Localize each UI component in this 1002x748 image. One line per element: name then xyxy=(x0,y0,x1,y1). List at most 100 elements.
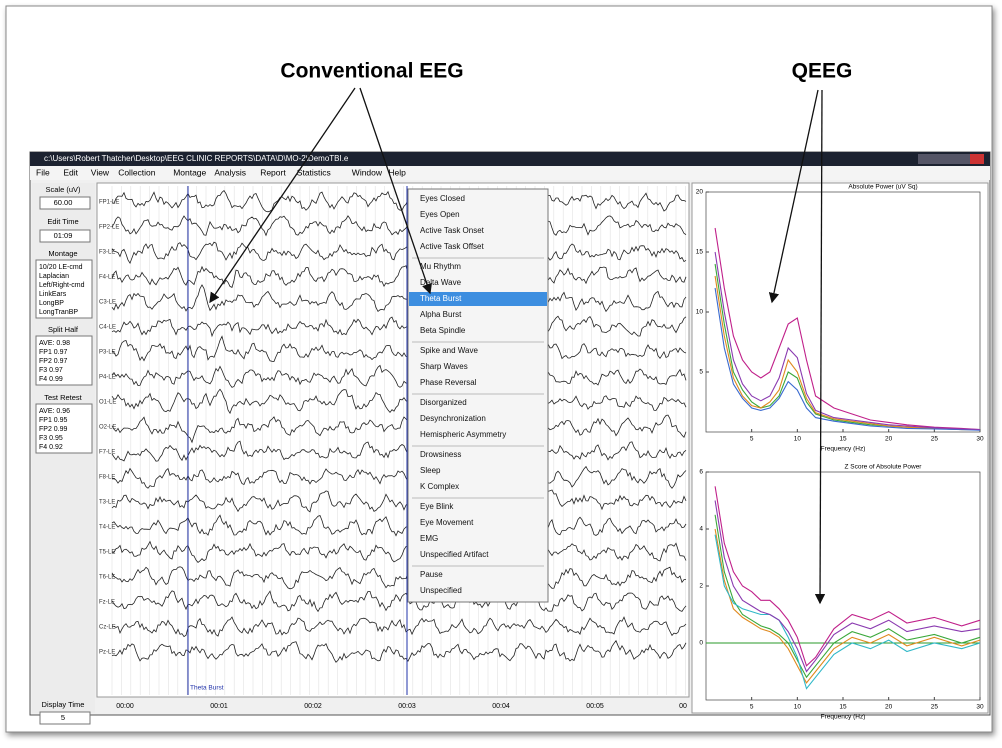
chart-title: Absolute Power (uV Sq) xyxy=(848,184,917,191)
channel-label: O2-LE xyxy=(99,425,116,431)
test-retest-list-item[interactable]: FP2 0.99 xyxy=(39,426,68,433)
panel-label: Split Half xyxy=(48,325,79,334)
eeg-panel xyxy=(97,183,689,697)
panel-label: Display Time xyxy=(42,700,85,709)
split-half-list-item[interactable]: F4 0.99 xyxy=(39,376,63,383)
y-tick-label: 20 xyxy=(696,189,704,196)
y-tick-label: 0 xyxy=(699,640,703,647)
panel-label: Montage xyxy=(48,249,77,258)
x-tick-label: 15 xyxy=(839,704,847,711)
time-label: 00:02 xyxy=(304,703,322,710)
x-tick-label: 10 xyxy=(794,436,802,443)
x-tick-label: 20 xyxy=(885,704,893,711)
annotation: QEEG xyxy=(792,60,853,83)
menu-item[interactable]: Edit xyxy=(63,167,78,177)
channel-label: T3-LE xyxy=(99,500,115,506)
split-half-list-item[interactable]: F3 0.97 xyxy=(39,367,63,374)
close-button[interactable] xyxy=(970,154,984,164)
context-menu-item[interactable]: Drowsiness xyxy=(420,450,461,459)
context-menu-item[interactable]: K Complex xyxy=(420,482,459,491)
menu-item[interactable]: Report xyxy=(260,167,286,177)
montage-list-item[interactable]: Left/Right-cmd xyxy=(39,282,85,289)
menu-item[interactable]: Help xyxy=(388,167,406,177)
context-menu-item[interactable]: EMG xyxy=(420,534,438,543)
plot-area xyxy=(706,472,980,700)
context-menu-item[interactable]: Pause xyxy=(420,570,443,579)
channel-label: C3-LE xyxy=(99,300,116,306)
context-menu-item[interactable]: Unspecified Artifact xyxy=(420,550,489,559)
montage-list-item[interactable]: LongTranBP xyxy=(39,309,78,316)
menu-item[interactable]: Analysis xyxy=(214,167,246,177)
test-retest-list-item[interactable]: AVE: 0.96 xyxy=(39,408,70,415)
y-tick-label: 2 xyxy=(699,583,703,590)
window-title: c:\Users\Robert Thatcher\Desktop\EEG CLI… xyxy=(44,154,349,163)
montage-list-item[interactable]: LinkEars xyxy=(39,291,67,298)
x-tick-label: 20 xyxy=(885,436,893,443)
y-tick-label: 6 xyxy=(699,469,703,476)
x-tick-label: 5 xyxy=(750,704,754,711)
annotation: Conventional EEG xyxy=(280,60,463,83)
time-label: 00:04 xyxy=(492,703,510,710)
time-label: 00:05 xyxy=(586,703,604,710)
menu-item[interactable]: View xyxy=(91,167,110,177)
event-label: Theta Burst xyxy=(190,685,224,692)
split-half-list-item[interactable]: FP1 0.97 xyxy=(39,349,68,356)
menu-item[interactable]: Statistics xyxy=(297,167,331,177)
context-menu-item[interactable]: Eye Blink xyxy=(420,502,454,511)
channel-label: O1-LE xyxy=(99,400,116,406)
x-axis-label: Frequency (Hz) xyxy=(821,446,866,453)
context-menu-item[interactable]: Active Task Offset xyxy=(420,242,485,251)
context-menu-item[interactable]: Spike and Wave xyxy=(420,346,479,355)
context-menu-item[interactable]: Phase Reversal xyxy=(420,378,477,387)
context-menu-item[interactable]: Theta Burst xyxy=(420,294,462,303)
context-menu-item[interactable]: Mu Rhythm xyxy=(420,262,461,271)
context-menu-item[interactable]: Sleep xyxy=(420,466,441,475)
context-menu-item[interactable]: Beta Spindle xyxy=(420,326,466,335)
x-tick-label: 5 xyxy=(750,436,754,443)
context-menu-item[interactable]: Alpha Burst xyxy=(420,310,462,319)
panel-label: Test Retest xyxy=(44,393,82,402)
context-menu-item[interactable]: Eyes Open xyxy=(420,210,460,219)
y-tick-label: 4 xyxy=(699,526,703,533)
channel-label: FP1-LE xyxy=(99,200,119,206)
context-menu-item[interactable]: Disorganized xyxy=(420,398,467,407)
context-menu-item[interactable]: Unspecified xyxy=(420,586,462,595)
test-retest-list-item[interactable]: F4 0.92 xyxy=(39,444,63,451)
y-tick-label: 5 xyxy=(699,369,703,376)
context-menu-item[interactable]: Active Task Onset xyxy=(420,226,485,235)
time-label: 00:03 xyxy=(398,703,416,710)
split-half-list-item[interactable]: FP2 0.97 xyxy=(39,358,68,365)
channel-label: F3-LE xyxy=(99,250,115,256)
montage-list-item[interactable]: 10/20 LE-cmd xyxy=(39,264,83,271)
screenshot: Conventional EEG QEEG c:\Users\Robert Th… xyxy=(0,0,1002,743)
menu-item[interactable]: Collection xyxy=(118,167,156,177)
channel-label: P4-LE xyxy=(99,375,116,381)
menu-item[interactable]: Window xyxy=(352,167,383,177)
channel-label: T6-LE xyxy=(99,575,115,581)
menu-item[interactable]: File xyxy=(36,167,50,177)
panel-label: Edit Time xyxy=(47,217,78,226)
y-tick-label: 10 xyxy=(696,309,704,316)
split-half-list-item[interactable]: AVE: 0.98 xyxy=(39,340,70,347)
context-menu-item[interactable]: Hemispheric Asymmetry xyxy=(420,430,506,439)
scale-input-value: 60.00 xyxy=(54,198,73,207)
context-menu-item[interactable]: Desynchronization xyxy=(420,414,486,423)
channel-label: Cz-LE xyxy=(99,625,116,631)
x-tick-label: 30 xyxy=(976,436,984,443)
edit-time-input-value: 01:09 xyxy=(54,231,73,240)
context-menu-item[interactable]: Eyes Closed xyxy=(420,194,465,203)
menu-item[interactable]: Montage xyxy=(173,167,206,177)
chart-title: Z Score of Absolute Power xyxy=(845,464,923,471)
context-menu-item[interactable]: Sharp Waves xyxy=(420,362,468,371)
montage-list-item[interactable]: Laplacian xyxy=(39,273,69,280)
time-label: 00:00 xyxy=(116,703,134,710)
test-retest-list-item[interactable]: F3 0.95 xyxy=(39,435,63,442)
test-retest-list-item[interactable]: FP1 0.95 xyxy=(39,417,68,424)
channel-label: P3-LE xyxy=(99,350,116,356)
time-label: 00:01 xyxy=(210,703,228,710)
channel-label: C4-LE xyxy=(99,325,116,331)
context-menu-item[interactable]: Eye Movement xyxy=(420,518,474,527)
panel-label: Scale (uV) xyxy=(45,185,81,194)
x-axis-label: Frequency (Hz) xyxy=(821,714,866,721)
montage-list-item[interactable]: LongBP xyxy=(39,300,64,307)
